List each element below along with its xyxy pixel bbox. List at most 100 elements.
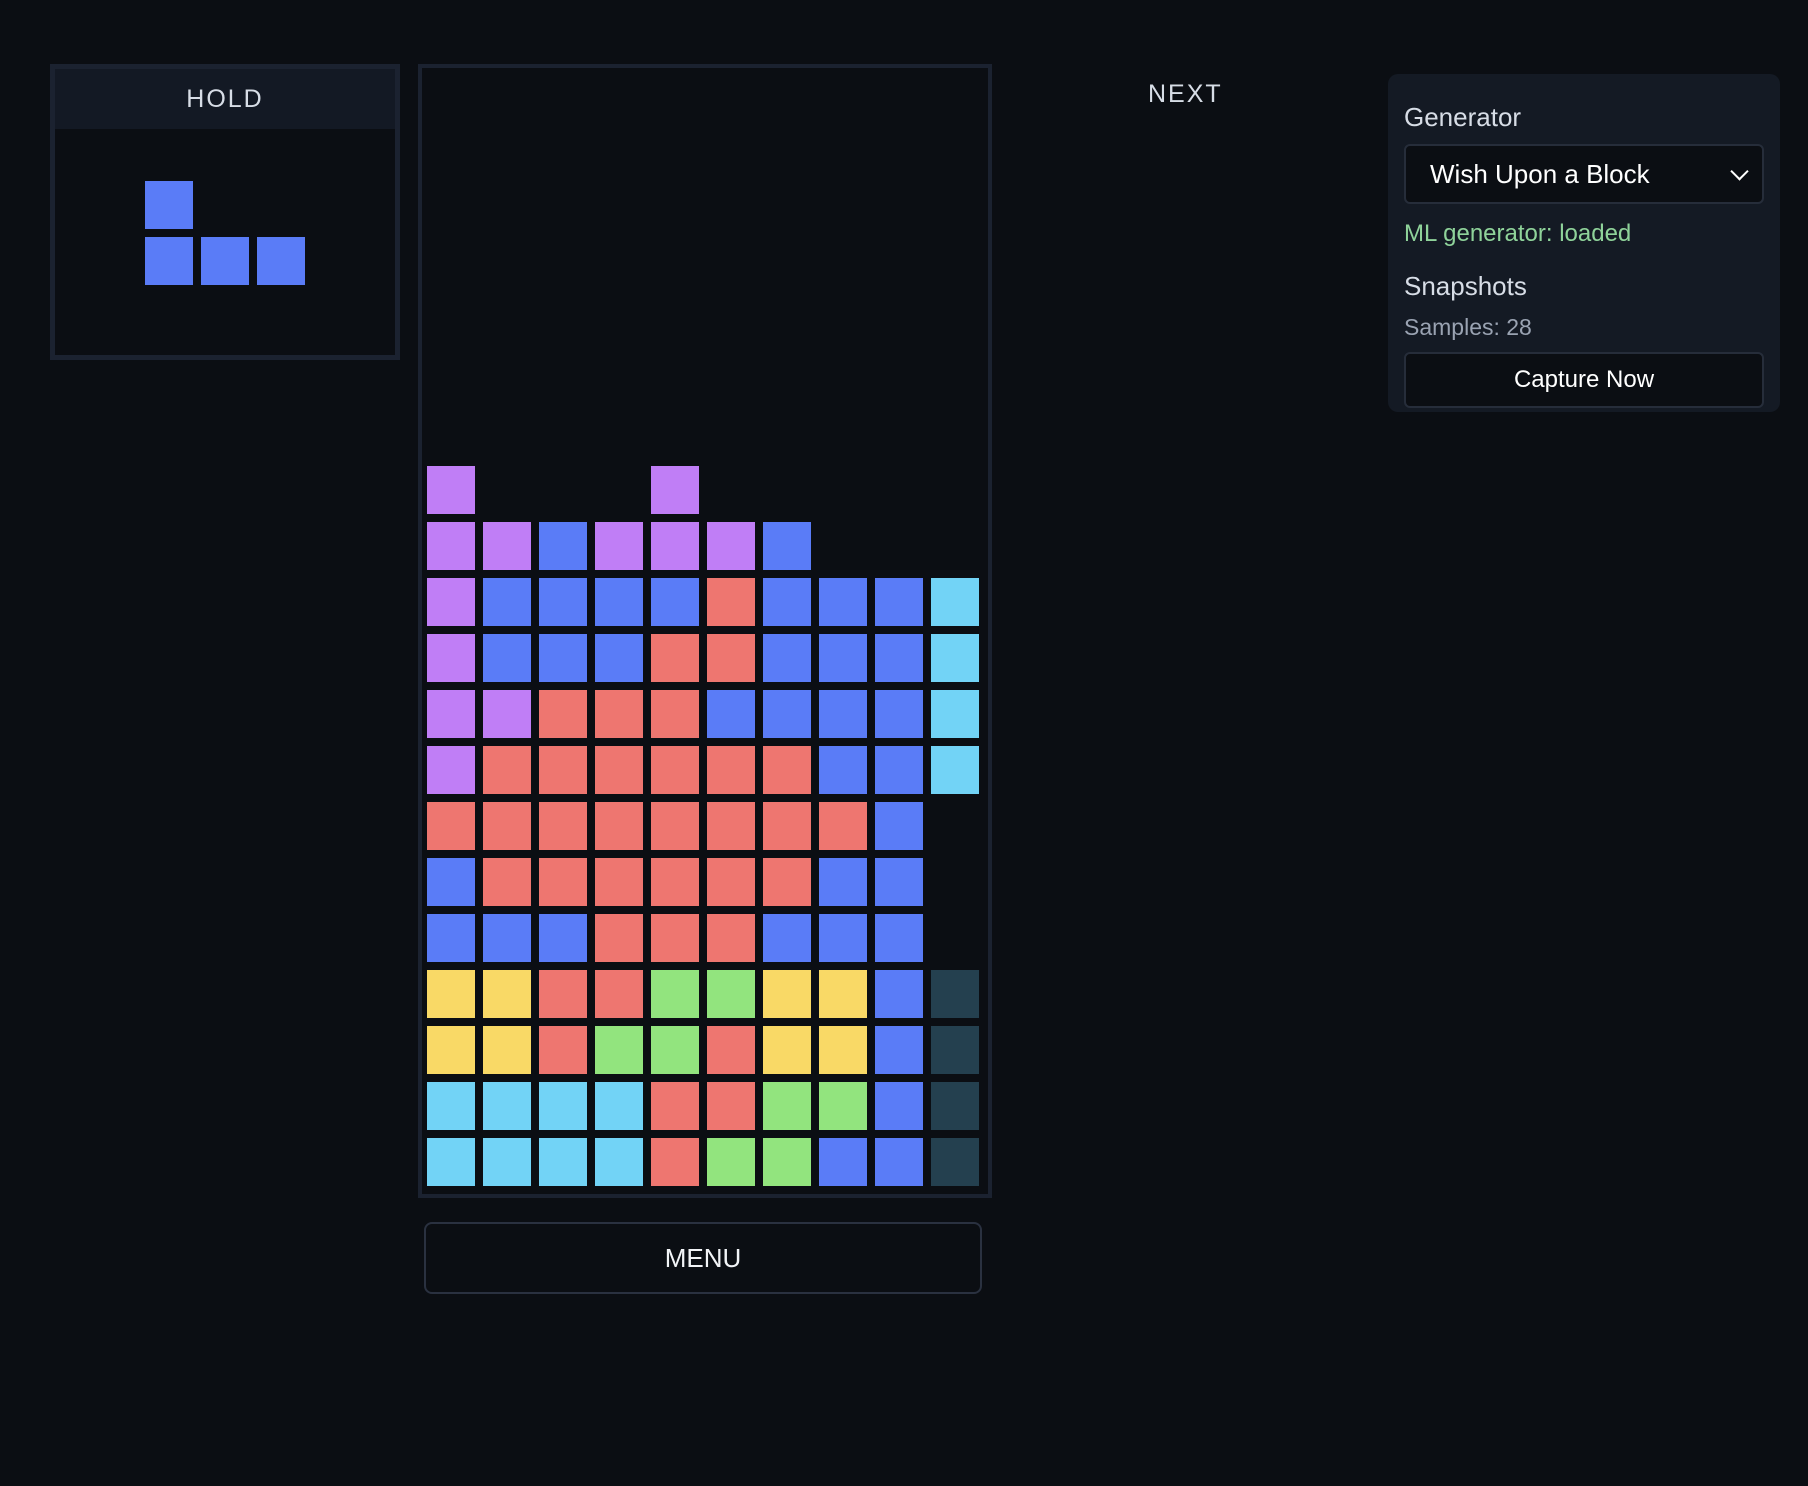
board-cell bbox=[595, 578, 643, 626]
generator-selected-value: Wish Upon a Block bbox=[1430, 158, 1650, 189]
capture-now-button[interactable]: Capture Now bbox=[1404, 352, 1764, 408]
board-cell bbox=[875, 1082, 923, 1130]
board-cell bbox=[875, 746, 923, 794]
board-cell bbox=[427, 746, 475, 794]
board-cell bbox=[707, 914, 755, 962]
hold-piece-cell bbox=[201, 237, 249, 285]
board-cell bbox=[651, 634, 699, 682]
generator-panel: Generator Wish Upon a Block ML generator… bbox=[1388, 74, 1780, 412]
board-cell bbox=[539, 1082, 587, 1130]
board-cell bbox=[539, 578, 587, 626]
game-board[interactable] bbox=[418, 64, 992, 1198]
board-cell bbox=[651, 466, 699, 514]
board-cell bbox=[931, 970, 979, 1018]
board-cell bbox=[875, 578, 923, 626]
board-cell bbox=[483, 1082, 531, 1130]
board-svg bbox=[427, 466, 979, 1186]
board-cell bbox=[819, 1026, 867, 1074]
board-cell bbox=[819, 858, 867, 906]
board-cell bbox=[483, 914, 531, 962]
board-cell bbox=[707, 746, 755, 794]
board-cell bbox=[651, 690, 699, 738]
board-cell bbox=[427, 1138, 475, 1186]
board-cell bbox=[763, 522, 811, 570]
board-cell bbox=[483, 858, 531, 906]
board-cell bbox=[595, 970, 643, 1018]
board-cell bbox=[427, 914, 475, 962]
board-cell bbox=[763, 914, 811, 962]
board-cell bbox=[763, 1026, 811, 1074]
board-cell bbox=[707, 522, 755, 570]
board-cell bbox=[931, 578, 979, 626]
board-cell bbox=[931, 690, 979, 738]
board-cell bbox=[427, 1026, 475, 1074]
board-cell bbox=[595, 634, 643, 682]
board-cell bbox=[539, 914, 587, 962]
board-cell bbox=[427, 522, 475, 570]
board-cell bbox=[483, 802, 531, 850]
board-cell bbox=[483, 970, 531, 1018]
board-cell bbox=[427, 970, 475, 1018]
board-cell bbox=[931, 1082, 979, 1130]
hold-panel: HOLD bbox=[50, 64, 400, 360]
board-cell bbox=[875, 858, 923, 906]
board-cell bbox=[427, 690, 475, 738]
board-cell bbox=[539, 746, 587, 794]
board-cell bbox=[539, 522, 587, 570]
board-cell bbox=[651, 578, 699, 626]
board-cell bbox=[595, 914, 643, 962]
board-cell bbox=[819, 1138, 867, 1186]
board-cell bbox=[763, 858, 811, 906]
board-cell bbox=[819, 634, 867, 682]
board-cell bbox=[483, 522, 531, 570]
samples-count: Samples: 28 bbox=[1404, 314, 1532, 340]
chevron-down-icon bbox=[1730, 162, 1749, 181]
board-cell bbox=[931, 634, 979, 682]
board-cell bbox=[707, 1026, 755, 1074]
board-cell bbox=[875, 1026, 923, 1074]
board-cell bbox=[763, 690, 811, 738]
hold-title: HOLD bbox=[55, 69, 395, 129]
board-cell bbox=[819, 690, 867, 738]
board-cell bbox=[483, 1138, 531, 1186]
board-cell bbox=[819, 914, 867, 962]
board-cell bbox=[875, 970, 923, 1018]
board-cell bbox=[931, 1138, 979, 1186]
board-cell bbox=[651, 522, 699, 570]
board-cell bbox=[651, 1082, 699, 1130]
hold-piece-cell bbox=[257, 237, 305, 285]
board-cell bbox=[707, 1138, 755, 1186]
ml-generator-status: ML generator: loaded bbox=[1404, 220, 1632, 247]
board-cell bbox=[763, 1082, 811, 1130]
board-cell bbox=[651, 858, 699, 906]
board-cell bbox=[819, 746, 867, 794]
board-cell bbox=[707, 1082, 755, 1130]
board-cell bbox=[875, 914, 923, 962]
board-cell bbox=[875, 634, 923, 682]
board-cell bbox=[819, 578, 867, 626]
hold-piece-preview bbox=[55, 129, 395, 355]
generator-label: Generator bbox=[1404, 102, 1522, 132]
board-cell bbox=[427, 858, 475, 906]
board-cell bbox=[931, 746, 979, 794]
board-cell bbox=[875, 690, 923, 738]
board-cell bbox=[707, 858, 755, 906]
board-cell bbox=[595, 802, 643, 850]
menu-button[interactable]: MENU bbox=[424, 1222, 982, 1294]
board-cell bbox=[931, 1026, 979, 1074]
board-cell bbox=[539, 690, 587, 738]
board-cell bbox=[483, 690, 531, 738]
board-cell bbox=[595, 690, 643, 738]
board-cell bbox=[539, 1026, 587, 1074]
board-cell bbox=[763, 970, 811, 1018]
board-cell bbox=[595, 858, 643, 906]
hold-piece-cell bbox=[145, 181, 193, 229]
board-cell bbox=[483, 578, 531, 626]
generator-select[interactable]: Wish Upon a Block bbox=[1404, 144, 1764, 204]
board-cell bbox=[651, 970, 699, 1018]
board-cell bbox=[427, 634, 475, 682]
snapshots-label: Snapshots bbox=[1404, 271, 1527, 301]
board-cell bbox=[539, 970, 587, 1018]
board-cell bbox=[763, 746, 811, 794]
